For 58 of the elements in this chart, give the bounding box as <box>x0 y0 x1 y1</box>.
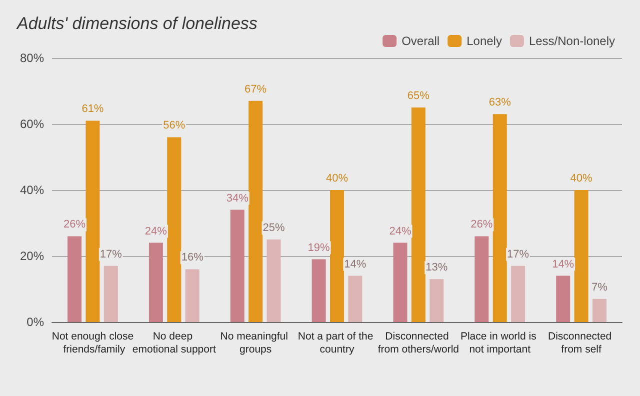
data-label: 26% <box>470 218 493 231</box>
bar <box>474 236 489 322</box>
x-tick-label: Not a part of the country <box>298 330 376 356</box>
bar <box>592 298 606 322</box>
data-label: 34% <box>226 192 249 204</box>
bar <box>104 266 118 322</box>
bar <box>266 240 281 322</box>
data-label: 14% <box>344 258 366 270</box>
bar <box>230 210 244 322</box>
data-label: 19% <box>308 242 330 254</box>
data-label: 26% <box>64 218 86 231</box>
bar <box>68 236 82 322</box>
bar <box>185 269 200 322</box>
data-label: 56% <box>163 120 186 132</box>
legend-label: Overall <box>402 34 440 48</box>
y-tick-label: 0% <box>26 315 44 329</box>
data-label: 17% <box>507 248 530 260</box>
bar <box>312 259 326 322</box>
data-label: 61% <box>82 103 104 116</box>
bar <box>411 108 426 322</box>
x-tick-label: Place in world is not important <box>460 330 540 356</box>
data-label: 24% <box>389 225 412 238</box>
y-tick-label: 20% <box>20 249 44 263</box>
bar <box>148 242 163 322</box>
x-tick-label: No deep emotional support <box>132 330 216 356</box>
x-tick-label: Disconnected from others/world <box>378 330 460 356</box>
legend-label: Less/Non-lonely <box>528 34 615 48</box>
bar <box>430 279 444 322</box>
data-label: 14% <box>552 258 574 270</box>
bar <box>330 190 344 322</box>
data-label: 7% <box>592 281 608 294</box>
bar <box>393 242 408 322</box>
x-tick-label: Disconnected from self <box>548 330 615 356</box>
bar <box>574 190 588 322</box>
bar <box>248 100 263 322</box>
bar <box>348 276 362 322</box>
data-label: 17% <box>100 248 122 260</box>
data-label: 16% <box>181 252 204 264</box>
data-label: 67% <box>244 83 267 96</box>
data-label: 13% <box>426 262 448 274</box>
data-label: 40% <box>326 172 348 184</box>
data-label: 40% <box>570 172 593 184</box>
y-tick-label: 40% <box>20 183 44 197</box>
bar <box>86 120 100 322</box>
y-tick-label: 80% <box>20 51 44 65</box>
chart-title: Adults' dimensions of loneliness <box>16 14 258 33</box>
bar <box>492 114 507 322</box>
data-label: 25% <box>262 222 285 234</box>
x-tick-label: No meaningful groups <box>220 330 291 356</box>
data-label: 63% <box>488 96 512 109</box>
bar <box>167 137 182 322</box>
data-label: 24% <box>144 225 168 238</box>
x-tick-label: Not enough close friends/family <box>52 330 134 356</box>
bar <box>511 266 526 322</box>
bar <box>556 276 570 322</box>
legend-label: Lonely <box>466 34 502 48</box>
data-label: 65% <box>407 90 430 102</box>
y-tick-label: 60% <box>20 117 44 131</box>
